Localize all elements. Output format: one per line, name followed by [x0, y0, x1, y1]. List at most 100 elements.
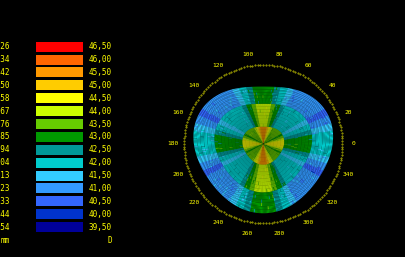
Polygon shape	[318, 129, 322, 131]
Polygon shape	[197, 130, 201, 132]
Polygon shape	[266, 124, 267, 127]
Polygon shape	[281, 96, 282, 99]
Polygon shape	[237, 121, 240, 124]
Polygon shape	[311, 107, 315, 110]
Polygon shape	[225, 161, 228, 163]
Polygon shape	[212, 147, 215, 148]
Polygon shape	[280, 136, 283, 138]
Polygon shape	[259, 104, 260, 107]
Polygon shape	[269, 104, 270, 107]
Polygon shape	[261, 172, 262, 175]
Polygon shape	[273, 152, 276, 154]
Polygon shape	[260, 139, 262, 141]
Polygon shape	[304, 170, 307, 173]
Polygon shape	[226, 148, 230, 149]
Polygon shape	[273, 153, 275, 155]
Polygon shape	[292, 179, 295, 182]
Polygon shape	[292, 92, 295, 96]
Polygon shape	[304, 131, 308, 133]
Polygon shape	[237, 134, 240, 135]
Polygon shape	[270, 139, 273, 141]
Polygon shape	[254, 138, 257, 140]
Polygon shape	[293, 149, 297, 150]
Polygon shape	[230, 169, 233, 171]
Polygon shape	[246, 111, 248, 114]
Polygon shape	[215, 108, 219, 111]
Polygon shape	[279, 134, 282, 136]
Polygon shape	[263, 142, 266, 144]
Polygon shape	[253, 158, 255, 161]
Polygon shape	[272, 122, 274, 124]
Polygon shape	[234, 131, 237, 133]
Polygon shape	[266, 107, 267, 109]
Polygon shape	[309, 154, 313, 155]
Polygon shape	[202, 159, 205, 160]
Polygon shape	[215, 144, 218, 145]
Polygon shape	[296, 90, 299, 94]
Polygon shape	[274, 119, 275, 122]
Polygon shape	[253, 135, 256, 137]
Polygon shape	[284, 138, 288, 140]
Polygon shape	[326, 135, 330, 136]
Polygon shape	[312, 114, 315, 117]
Polygon shape	[244, 155, 247, 157]
Polygon shape	[232, 192, 234, 195]
Polygon shape	[207, 154, 211, 156]
Polygon shape	[263, 144, 265, 146]
Polygon shape	[290, 101, 292, 104]
Polygon shape	[300, 158, 304, 159]
Polygon shape	[214, 116, 217, 118]
Polygon shape	[265, 130, 266, 133]
Polygon shape	[254, 209, 255, 213]
Polygon shape	[215, 121, 219, 123]
Polygon shape	[298, 167, 301, 169]
Polygon shape	[296, 150, 300, 152]
Polygon shape	[286, 125, 288, 127]
Polygon shape	[222, 188, 224, 191]
Polygon shape	[293, 114, 296, 117]
Polygon shape	[263, 141, 264, 144]
Polygon shape	[254, 93, 256, 95]
Polygon shape	[301, 132, 305, 134]
Polygon shape	[247, 123, 250, 126]
Polygon shape	[252, 149, 255, 151]
Polygon shape	[271, 185, 272, 188]
Polygon shape	[267, 124, 268, 127]
Polygon shape	[254, 177, 256, 181]
Polygon shape	[256, 199, 258, 203]
Polygon shape	[260, 147, 262, 150]
Polygon shape	[270, 140, 273, 142]
Polygon shape	[270, 110, 271, 113]
Polygon shape	[262, 118, 263, 121]
Polygon shape	[294, 110, 296, 113]
Polygon shape	[282, 191, 284, 194]
Polygon shape	[247, 146, 250, 147]
Polygon shape	[259, 196, 260, 199]
Polygon shape	[267, 149, 269, 152]
Polygon shape	[243, 187, 245, 191]
Polygon shape	[273, 169, 275, 172]
Polygon shape	[225, 143, 228, 144]
Polygon shape	[271, 181, 272, 185]
Polygon shape	[307, 113, 311, 116]
Polygon shape	[206, 167, 209, 169]
Polygon shape	[229, 125, 233, 127]
Polygon shape	[252, 104, 253, 107]
Polygon shape	[272, 158, 274, 161]
Polygon shape	[254, 202, 255, 206]
Polygon shape	[217, 173, 221, 176]
Polygon shape	[259, 203, 260, 206]
Polygon shape	[243, 163, 245, 166]
Polygon shape	[273, 157, 276, 160]
Polygon shape	[225, 136, 229, 137]
Polygon shape	[263, 141, 265, 144]
Polygon shape	[218, 122, 222, 124]
Polygon shape	[198, 123, 202, 125]
Polygon shape	[260, 139, 262, 141]
Polygon shape	[273, 165, 275, 168]
Polygon shape	[261, 196, 262, 199]
Polygon shape	[293, 174, 296, 177]
Polygon shape	[228, 175, 230, 178]
Polygon shape	[262, 144, 263, 147]
Polygon shape	[226, 156, 229, 158]
